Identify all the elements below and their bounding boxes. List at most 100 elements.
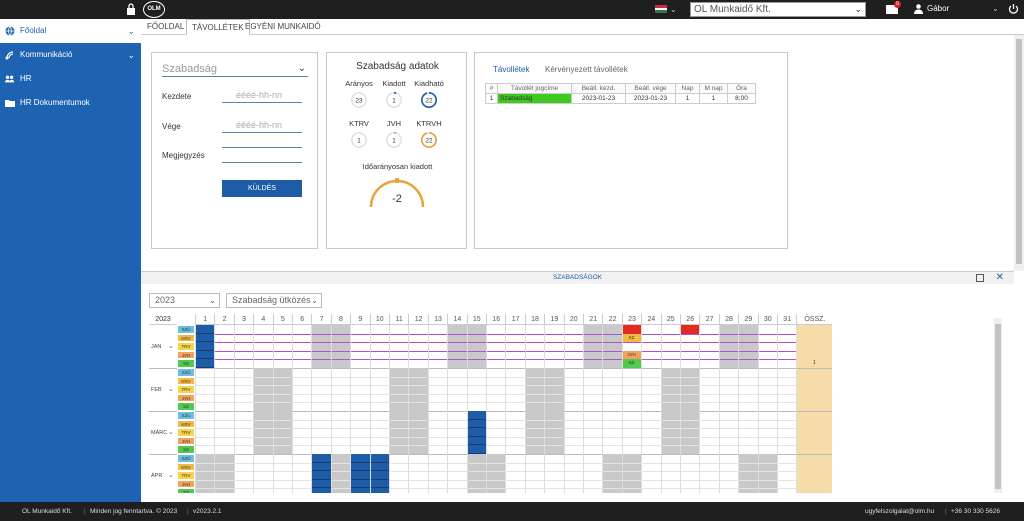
absence-type-select[interactable]: Szabadság ⌄: [162, 61, 308, 77]
chevron-down-icon: ⌄: [209, 296, 216, 305]
tab-fooldal[interactable]: FŐOLDAL: [147, 22, 185, 31]
day-header: 17: [505, 314, 525, 325]
lock-icon[interactable]: [126, 3, 136, 15]
table-row[interactable]: 1 Szabadság 2023-01-23 2023-01-23 1 1 8:00: [485, 93, 756, 104]
mail-icon[interactable]: 0: [886, 1, 901, 14]
vacation-day-cell[interactable]: [311, 479, 331, 489]
vacation-day-cell[interactable]: [350, 488, 370, 493]
vacation-day-cell[interactable]: [369, 454, 389, 463]
vacation-day-cell[interactable]: [369, 462, 389, 472]
sidebar-item-foldal[interactable]: Főoldal ⌄: [0, 19, 141, 43]
vacation-day-cell[interactable]: [369, 471, 389, 480]
day-header: 3: [233, 314, 254, 325]
vacation-day-cell[interactable]: [350, 454, 370, 463]
chevron-down-icon[interactable]: ⌄: [992, 4, 999, 13]
conflict-select[interactable]: Szabadság ütközés ⌄: [226, 293, 322, 308]
sidebar-item-hr[interactable]: HR: [0, 67, 141, 91]
vacation-day-cell[interactable]: [195, 342, 215, 351]
page-scrollbar[interactable]: [1014, 35, 1024, 271]
footer-email[interactable]: ugyfelszolgalat@olm.hu: [865, 508, 935, 515]
scrollbar-thumb[interactable]: [1016, 39, 1022, 264]
window-icon[interactable]: [976, 274, 984, 282]
calendar-scrollbar[interactable]: [994, 318, 1002, 493]
calendar-cell-label[interactable]: JVH: [621, 350, 642, 360]
column-header[interactable]: Óra: [727, 83, 756, 94]
column-header[interactable]: Nap: [675, 83, 700, 94]
total-column: [796, 325, 833, 493]
scrollbar-thumb[interactable]: [995, 324, 1001, 489]
tab-kervenyezett-tavolletek[interactable]: Kérvényezett távollétek: [545, 65, 628, 74]
chevron-down-icon[interactable]: ⌄: [168, 342, 174, 350]
vacation-day-cell[interactable]: [369, 479, 389, 489]
vacation-day-cell[interactable]: [311, 488, 331, 493]
vacation-day-cell[interactable]: [311, 471, 331, 480]
power-icon[interactable]: [1008, 3, 1019, 15]
vacation-day-cell[interactable]: [195, 359, 215, 368]
user-icon[interactable]: [914, 4, 923, 14]
absences-table: # Távollét jogcíme Beáll. kezd. Beáll. vége…: [485, 83, 756, 104]
vacation-day-cell[interactable]: [195, 350, 215, 360]
start-date-input[interactable]: éééé-hh-nn: [222, 88, 302, 103]
end-date-input[interactable]: éééé-hh-nn: [222, 118, 302, 133]
note-input-line-1[interactable]: [222, 133, 302, 148]
chevron-down-icon[interactable]: ⌄: [168, 428, 174, 436]
vacation-day-cell[interactable]: [311, 454, 331, 463]
hungarian-flag-icon[interactable]: [655, 5, 667, 13]
vacation-day-cell[interactable]: [466, 428, 486, 437]
vacation-day-cell[interactable]: [350, 479, 370, 489]
people-icon: [5, 75, 15, 83]
tab-tavolletek[interactable]: TÁVOLLÉTEK: [186, 19, 250, 35]
folder-icon: [5, 100, 15, 107]
chevron-down-icon: ⌄: [311, 296, 318, 305]
year-select[interactable]: 2023 ⌄: [149, 293, 220, 308]
day-gridline: [583, 325, 584, 493]
calendar-cell-label[interactable]: SZ: [621, 333, 642, 343]
column-header[interactable]: Beáll. kezd.: [571, 83, 626, 94]
day-gridline: [641, 325, 643, 493]
tab-tavolletek-list[interactable]: Távollétek: [493, 65, 530, 74]
chevron-down-icon[interactable]: ⌄: [168, 471, 174, 479]
note-input-line-2[interactable]: [222, 148, 302, 163]
footer-phone[interactable]: +36 30 330 5626: [951, 508, 1000, 515]
sidebar-item-kommunikacio[interactable]: Kommunikáció ⌄: [0, 43, 141, 67]
vacation-day-cell[interactable]: [369, 488, 389, 493]
chevron-down-icon[interactable]: ⌄: [168, 385, 174, 393]
vacation-day-cell[interactable]: [195, 333, 215, 343]
total-header: ÖSSZ.: [796, 314, 833, 325]
sidebar-item-hr-dokumentumok[interactable]: HR Dokumentumok: [0, 91, 141, 115]
close-icon[interactable]: ✕: [995, 272, 1004, 283]
stat-label: Kiadható: [414, 79, 444, 88]
day-header: 24: [641, 314, 661, 325]
company-select[interactable]: OL Munkaidő Kft. ⌄: [690, 2, 866, 17]
column-header[interactable]: Beáll. vége: [625, 83, 676, 94]
holiday-cell[interactable]: [621, 325, 642, 334]
app-logo[interactable]: OLM: [143, 1, 165, 18]
stat-4: JVH 1: [376, 119, 412, 151]
weekend-column: [195, 454, 215, 493]
vacation-day-cell[interactable]: [466, 411, 486, 420]
stat-ring: 22: [420, 131, 438, 149]
holiday-cell[interactable]: [680, 325, 700, 334]
vacation-day-cell[interactable]: [350, 462, 370, 472]
column-header[interactable]: M nap: [699, 83, 728, 94]
vacation-day-cell[interactable]: [466, 445, 486, 454]
row-type-label: KRV: [177, 419, 195, 429]
day-gridline: [427, 325, 429, 493]
day-header: 16: [486, 314, 506, 325]
column-header[interactable]: Távollét jogcíme: [497, 83, 572, 94]
vacation-day-cell[interactable]: [466, 436, 486, 446]
vacation-day-cell[interactable]: [350, 471, 370, 480]
send-button[interactable]: KÜLDÉS: [222, 180, 302, 197]
user-name[interactable]: Gábor: [927, 4, 950, 13]
vacation-day-cell[interactable]: [466, 419, 486, 429]
tab-egyeni-munkaido[interactable]: EGYÉNI MUNKAIDŐ: [245, 22, 321, 31]
weekend-column: [544, 411, 564, 454]
vacation-day-cell[interactable]: [195, 325, 215, 334]
column-header[interactable]: #: [485, 83, 498, 94]
weekend-column: [311, 325, 331, 368]
vacation-day-cell[interactable]: [311, 462, 331, 472]
day-header: 14: [447, 314, 467, 325]
chevron-down-icon[interactable]: ⌄: [670, 5, 677, 14]
calendar-cell-label[interactable]: SZ: [621, 359, 642, 368]
day-header: 30: [757, 314, 777, 325]
